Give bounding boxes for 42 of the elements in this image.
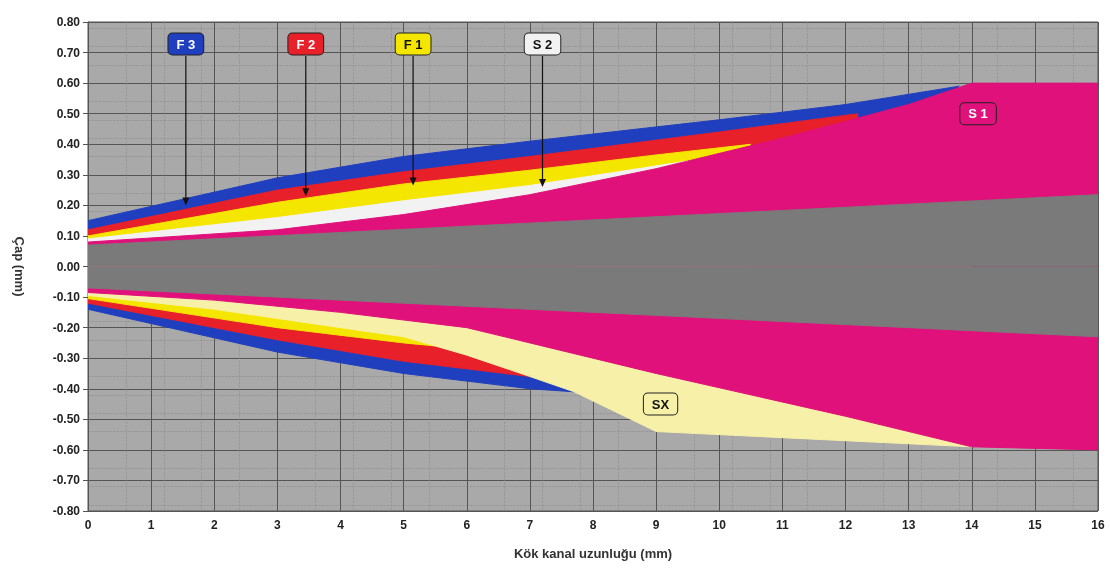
x-tick-label: 2 [210, 518, 218, 532]
x-tick-label: 4 [337, 518, 345, 532]
y-tick-label: 0.10 [56, 228, 81, 243]
y-tick-label: 0.20 [56, 198, 81, 213]
y-tick-label: -0.40 [52, 381, 81, 396]
y-tick-label: -0.50 [52, 412, 81, 427]
x-tick-label: 11 [776, 518, 790, 532]
annotation: SX [651, 396, 670, 412]
y-tick-label: -0.60 [52, 442, 81, 457]
x-tick-label: 7 [526, 518, 534, 532]
x-tick-label: 10 [712, 518, 727, 532]
x-tick-label: 5 [400, 518, 408, 532]
annotation: F 1 [403, 36, 423, 52]
x-tick-label: 1 [147, 518, 155, 532]
x-tick-label: 3 [274, 518, 282, 532]
annotation: S 2 [532, 36, 553, 52]
y-tick-label: 0.40 [56, 137, 81, 152]
y-tick-label: 0.00 [56, 259, 81, 274]
x-tick-label: 9 [652, 518, 660, 532]
y-tick-label: -0.20 [52, 320, 81, 335]
annotation: S 1 [968, 106, 988, 122]
x-tick-label: 12 [838, 518, 853, 532]
y-tick-label: -0.30 [52, 351, 81, 366]
x-tick-label: 16 [1091, 518, 1105, 532]
x-tick-label: 0 [84, 518, 92, 532]
annotation: F 2 [296, 36, 316, 52]
x-tick-label: 14 [965, 518, 979, 532]
y-tick-label: 0.30 [56, 167, 81, 182]
y-tick-label: 0.60 [56, 76, 81, 91]
y-tick-label: -0.80 [52, 504, 81, 518]
x-tick-label: 6 [463, 518, 471, 532]
annotation: F 3 [176, 36, 196, 52]
y-tick-label: -0.10 [52, 290, 81, 305]
y-tick-label: 0.70 [56, 45, 81, 60]
y-tick-label: -0.70 [52, 473, 81, 488]
y-tick-label: 0.50 [56, 106, 81, 121]
x-tick-label: 15 [1028, 518, 1042, 532]
x-tick-label: 8 [589, 518, 597, 532]
x-axis-title: Kök kanal uzunluğu (mm) [513, 546, 673, 561]
y-tick-label: 0.80 [56, 15, 81, 29]
x-tick-label: 13 [901, 518, 916, 532]
y-axis-title: Çap (mm) [12, 236, 27, 297]
